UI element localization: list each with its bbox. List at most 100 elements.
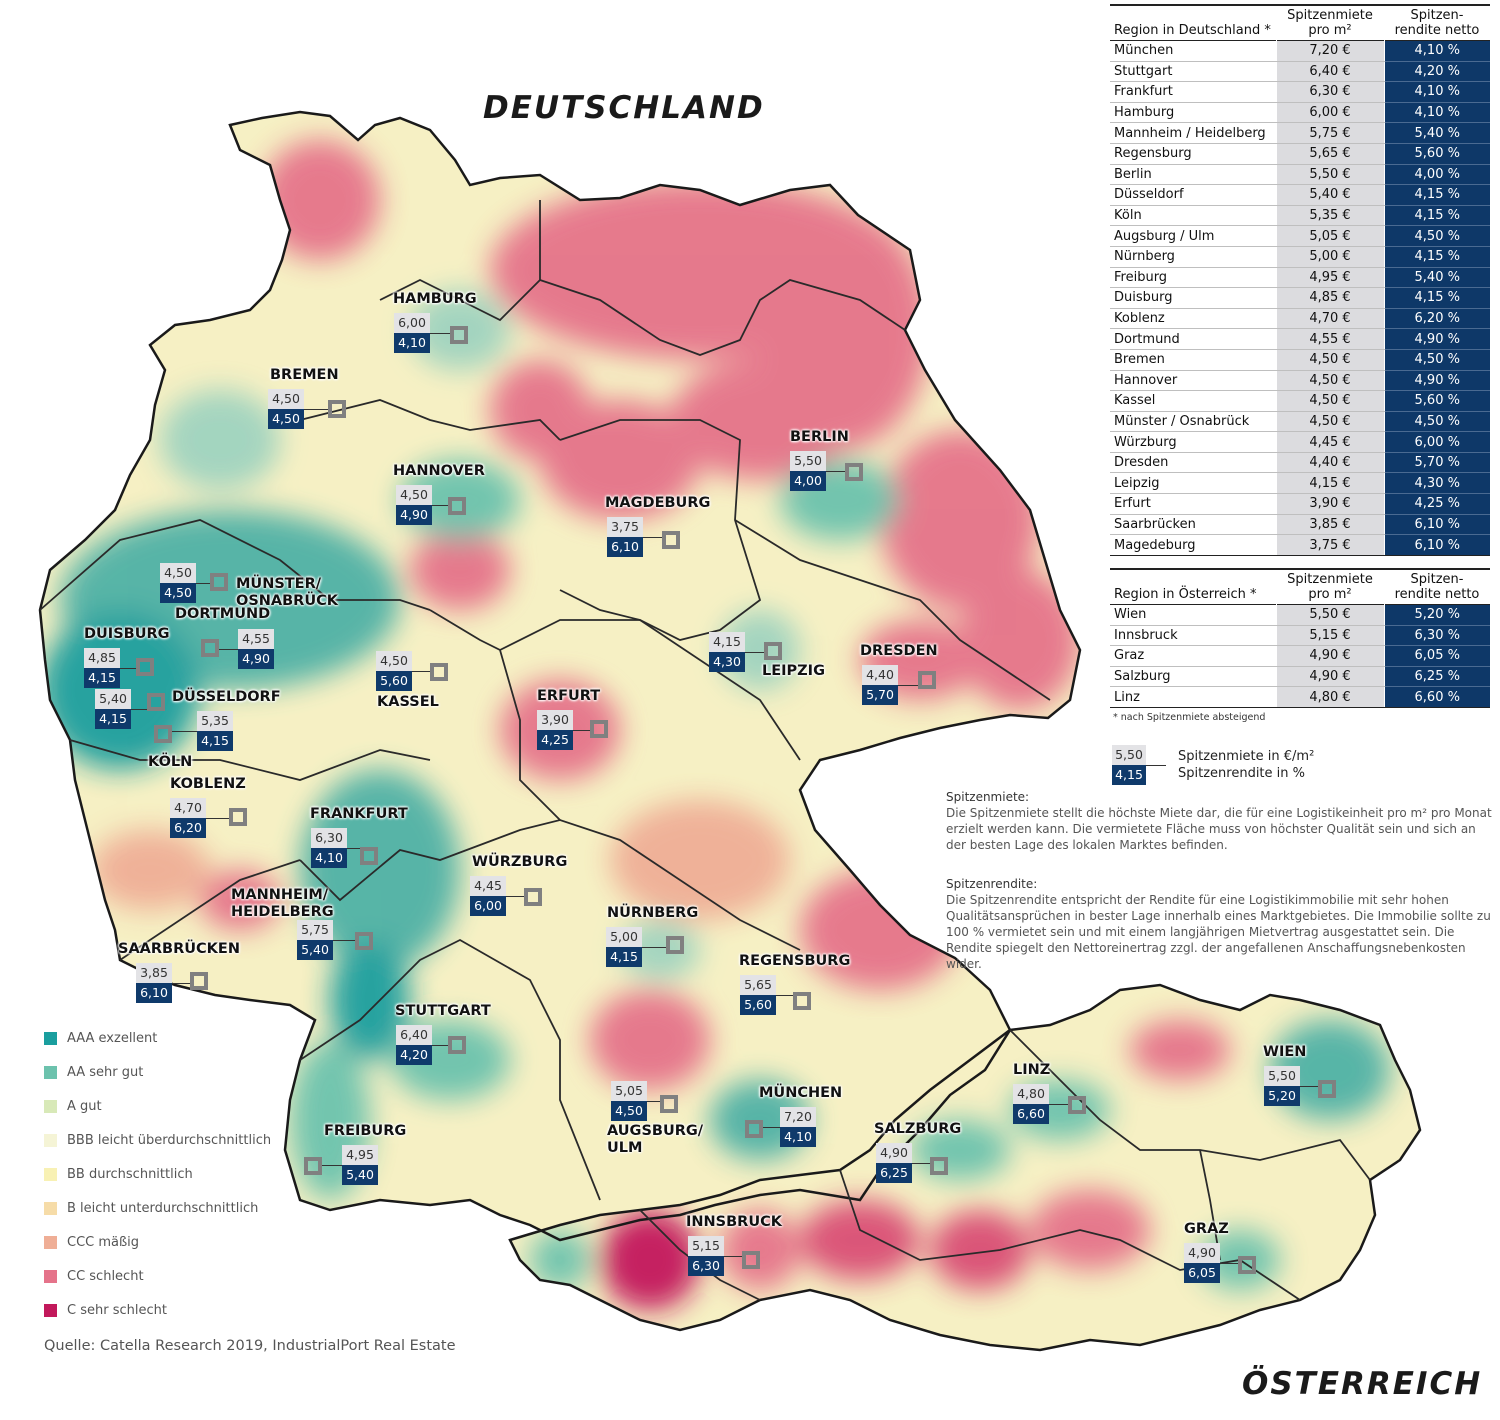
table-row: Graz 4,90 €6,05 % — [1110, 645, 1490, 667]
cell-rent: 4,70 € — [1275, 308, 1385, 330]
city-name: MÜNCHEN — [759, 1085, 843, 1101]
city-name: BREMEN — [270, 367, 339, 383]
city-marker — [918, 671, 936, 689]
city-marker — [448, 1036, 466, 1054]
table-row: Würzburg 4,45 €6,00 % — [1110, 431, 1490, 453]
cell-yield: 4,15 % — [1384, 246, 1490, 268]
title-germany: DEUTSCHLAND — [483, 90, 765, 126]
cell-yield: 6,05 % — [1384, 645, 1490, 667]
cell-yield: 6,30 % — [1384, 625, 1490, 647]
cell-rent: 4,15 € — [1275, 472, 1385, 495]
city-name: BERLIN — [790, 429, 849, 445]
cell-region: Dortmund — [1110, 328, 1276, 350]
city-marker — [793, 992, 811, 1010]
cell-region: Würzburg — [1110, 431, 1276, 453]
city-name: HANNOVER — [393, 463, 485, 479]
rent-value: 4,40 — [862, 665, 898, 685]
cell-yield: 4,50 % — [1384, 349, 1490, 371]
rent-value: 7,20 — [780, 1107, 816, 1127]
rent-value: 5,35 — [197, 711, 233, 731]
yield-value: 6,05 — [1184, 1263, 1220, 1283]
cell-region: Hamburg — [1110, 102, 1276, 124]
yield-value: 5,60 — [740, 995, 776, 1015]
cell-region: Erfurt — [1110, 493, 1276, 515]
rent-value: 4,50 — [376, 651, 412, 671]
cell-rent: 5,40 € — [1275, 184, 1385, 206]
leader-line — [304, 409, 328, 410]
rent-value: 4,50 — [268, 389, 304, 409]
table-austria: Region in Österreich * Spitzenmiete pro m… — [1110, 568, 1490, 708]
cell-region: Frankfurt — [1110, 81, 1276, 103]
legend-swatch — [44, 1269, 57, 1283]
legend-item: A gut — [44, 1096, 102, 1116]
legend-swatch — [44, 1133, 57, 1147]
header-rent-at: Spitzenmiete pro m² — [1287, 572, 1373, 602]
cell-yield: 6,00 % — [1384, 431, 1490, 453]
table-row: Düsseldorf 5,40 €4,15 % — [1110, 184, 1490, 206]
cell-rent: 4,45 € — [1275, 431, 1385, 453]
city-marker — [590, 720, 608, 738]
cell-region: Kassel — [1110, 390, 1276, 412]
rent-value: 3,90 — [537, 710, 573, 730]
cell-region: Magedeburg — [1110, 534, 1276, 556]
yield-value: 4,15 — [84, 668, 120, 688]
cell-region: Berlin — [1110, 164, 1276, 186]
cell-rent: 4,50 € — [1275, 390, 1385, 412]
source-note: Quelle: Catella Research 2019, Industria… — [44, 1338, 456, 1354]
city-marker — [201, 639, 219, 657]
cell-region: Graz — [1110, 645, 1276, 667]
city-name: WIEN — [1263, 1044, 1307, 1060]
leader-line — [432, 1045, 448, 1046]
leader-line — [643, 537, 662, 538]
cell-yield: 4,20 % — [1384, 61, 1490, 83]
table-row: München 7,20 €4,10 % — [1110, 40, 1490, 62]
cell-rent: 5,35 € — [1275, 205, 1385, 227]
yield-value: 5,40 — [297, 940, 333, 960]
table-row: Leipzig 4,15 €4,30 % — [1110, 472, 1490, 495]
city-name: HAMBURG — [393, 291, 477, 307]
leader-line — [347, 848, 360, 849]
leader-line — [131, 709, 147, 710]
city-name: DORTMUND — [175, 606, 271, 622]
city-marker — [304, 1157, 322, 1175]
yield-value: 4,15 — [197, 731, 233, 751]
rent-value: 5,50 — [1264, 1066, 1300, 1086]
leader-line — [172, 731, 197, 732]
leader-line — [506, 896, 524, 897]
rent-value: 4,95 — [342, 1145, 378, 1165]
rent-value: 4,45 — [470, 876, 506, 896]
header-rent-de: Spitzenmiete pro m² — [1287, 8, 1373, 38]
city-marker — [190, 972, 208, 990]
yield-value: 4,00 — [790, 471, 826, 491]
city-name: MÜNSTER/OSNABRÜCK — [236, 576, 338, 609]
city-name: GRAZ — [1184, 1221, 1229, 1237]
rent-value: 4,70 — [170, 798, 206, 818]
leader-line — [322, 1165, 342, 1166]
cell-yield: 5,70 % — [1384, 452, 1490, 474]
cell-yield: 6,20 % — [1384, 308, 1490, 330]
city-name: LINZ — [1013, 1062, 1051, 1078]
definition-rent-heading: Spitzenmiete: — [946, 790, 1030, 804]
leader-line — [912, 1163, 930, 1164]
city-marker — [210, 573, 228, 591]
yield-value: 6,20 — [170, 818, 206, 838]
yield-value: 4,15 — [95, 709, 131, 729]
cell-region: Bremen — [1110, 349, 1276, 371]
cell-region: Augsburg / Ulm — [1110, 225, 1276, 247]
leader-line — [196, 583, 210, 584]
key-rent-sample: 5,50 — [1112, 745, 1146, 765]
definition-yield-heading: Spitzenrendite: — [946, 877, 1038, 891]
cell-region: Freiburg — [1110, 267, 1276, 289]
city-name: DRESDEN — [860, 643, 938, 659]
legend-swatch — [44, 1201, 57, 1215]
city-name: MAGDEBURG — [605, 495, 711, 511]
cell-region: München — [1110, 40, 1276, 62]
yield-value: 5,60 — [376, 671, 412, 691]
header-yield-at: Spitzen-rendite netto — [1394, 572, 1480, 602]
table-row: Koblenz 4,70 €6,20 % — [1110, 308, 1490, 330]
cell-yield: 4,10 % — [1384, 40, 1490, 62]
legend-item: C sehr schlecht — [44, 1300, 167, 1320]
city-name: MANNHEIM/HEIDELBERG — [231, 887, 334, 920]
leader-line — [120, 668, 136, 669]
cell-region: Düsseldorf — [1110, 184, 1276, 206]
